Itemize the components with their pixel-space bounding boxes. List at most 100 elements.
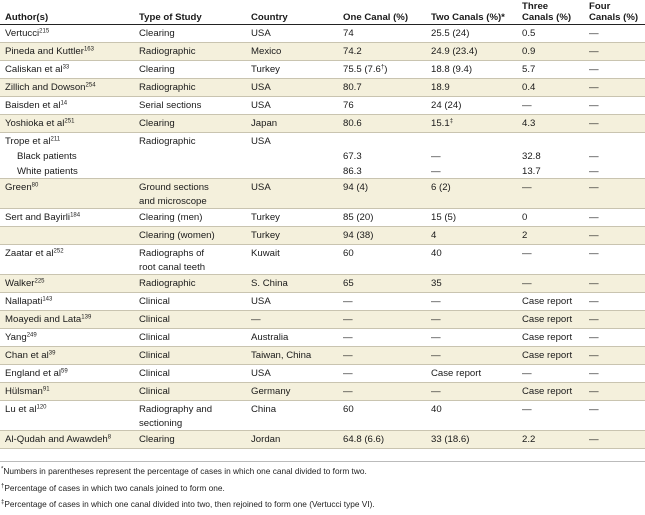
four-value: — — [589, 275, 641, 290]
footnote-2-text: Percentage of cases in which two canals … — [4, 482, 225, 493]
cell-author: Yoshioka et al251 — [0, 114, 134, 133]
author-line-text: Baisden et al — [5, 100, 61, 111]
table-row: Hülsman91 Clinical Germany — — Case report — — [0, 382, 645, 401]
author-line-text: Trope et al — [5, 136, 51, 147]
four-value: — — [589, 365, 641, 380]
cell-type: Radiographic — [134, 274, 246, 293]
cell-type: Clearing — [134, 60, 246, 79]
cell-two: 18.9 — [426, 78, 517, 97]
reference-number: 139 — [81, 314, 92, 321]
subgroup-label-text: White patients — [17, 166, 78, 177]
country-line: Jordan — [251, 431, 334, 446]
two-value: 35 — [431, 275, 513, 290]
cell-two: 24.9 (23.4) — [426, 42, 517, 61]
cell-three: Case report — [517, 346, 584, 365]
cell-four: — — [584, 24, 645, 43]
cell-three: 0.4 — [517, 78, 584, 97]
cell-four: — — [584, 310, 645, 329]
country-line: USA — [251, 365, 334, 380]
cell-author: Nallapati143 — [0, 292, 134, 311]
type-line-text: Clinical — [139, 332, 170, 343]
cell-one: 65 — [338, 274, 426, 293]
cell-country: Jordan — [246, 430, 338, 449]
reference-number: 39 — [48, 350, 56, 357]
author-line-text: Pineda and Kuttler — [5, 46, 84, 57]
one-value — [343, 133, 422, 148]
cell-three: 0.5 — [517, 24, 584, 43]
subgroup-four-value-text: — — [589, 166, 599, 177]
cell-four: — — [584, 400, 645, 431]
table-row: Vertucci215 Clearing USA 74 25.5 (24) 0.5 — — [0, 24, 645, 43]
three-value: 5.7 — [522, 61, 580, 76]
one-value: — — [343, 383, 422, 398]
subgroup-four-value: — — [589, 148, 641, 163]
three-value-text: — — [522, 100, 532, 111]
table-row: Sert and Bayirli184 Clearing (men) Turkey 8… — [0, 208, 645, 227]
subgroup-one-value-text: 67.3 — [343, 151, 362, 162]
cell-author: Caliskan et al33 — [0, 60, 134, 79]
type-line-text: Radiographs of — [139, 248, 205, 259]
reference-number: 211 — [50, 136, 61, 143]
footnote-2: †Percentage of cases in which two canals… — [0, 480, 645, 497]
footnote-3-text: Percentage of cases in which one canal d… — [4, 499, 375, 509]
country-line: — — [251, 311, 334, 326]
two-value: 15 (5) — [431, 209, 513, 224]
author-line: Green80 — [5, 179, 130, 194]
two-value-text: 15.1 — [431, 118, 450, 129]
cell-one: 74 — [338, 24, 426, 43]
cell-three: 5.7 — [517, 60, 584, 79]
cell-one: 80.7 — [338, 78, 426, 97]
author-line-text: Caliskan et al — [5, 64, 63, 75]
cell-type: Clinical — [134, 310, 246, 329]
four-value: — — [589, 401, 641, 416]
one-value: 94 (4) — [343, 179, 422, 194]
country-line: Turkey — [251, 227, 334, 242]
cell-three: 2 — [517, 226, 584, 245]
one-footnote-mark: † — [380, 64, 385, 71]
cell-two: — — [426, 328, 517, 347]
reference-number: 120 — [36, 404, 47, 411]
type-line: Clearing (men) — [139, 209, 242, 224]
three-value: 0.9 — [522, 43, 580, 58]
type-line: Clinical — [139, 293, 242, 308]
two-value-text: 15 (5) — [431, 212, 457, 223]
author-line-text: Vertucci — [5, 28, 40, 39]
table-row: Yang249 Clinical Australia — — Case report — — [0, 328, 645, 347]
type-line-text: Clinical — [139, 296, 170, 307]
type-line: Serial sections — [139, 97, 242, 112]
cell-four: — — [584, 42, 645, 61]
one-value-text: 85 (20) — [343, 212, 374, 223]
type-line-2: root canal teeth — [139, 260, 242, 274]
reference-number: 225 — [34, 278, 45, 285]
cell-three: 0.9 — [517, 42, 584, 61]
header-one-canal: One Canal (%) — [338, 0, 426, 25]
subgroup-three-value-text: 32.8 — [522, 151, 541, 162]
cell-author: Trope et al211 Black patients White patien… — [0, 132, 134, 179]
two-value-text: — — [431, 350, 441, 361]
cell-four: — — [584, 208, 645, 227]
three-value-text: Case report — [522, 350, 573, 361]
cell-author: Lu et al120 — [0, 400, 134, 431]
four-value-text: — — [589, 64, 599, 75]
one-value-text: 75.5 (7.6 — [343, 64, 381, 75]
reference-number: 184 — [70, 212, 81, 219]
reference-number: 215 — [39, 28, 50, 35]
cell-two: 15 (5) — [426, 208, 517, 227]
author-line: Vertucci215 — [5, 25, 130, 40]
one-value: 60 — [343, 245, 422, 260]
one-value: 75.5 (7.6†) — [343, 61, 422, 76]
cell-one: 85 (20) — [338, 208, 426, 227]
cell-country: USA — [246, 96, 338, 115]
four-value: — — [589, 245, 641, 260]
one-value-text: — — [343, 332, 353, 343]
country-line-text: Turkey — [251, 230, 280, 241]
two-value-text: 4 — [431, 230, 437, 241]
three-value: Case report — [522, 347, 580, 362]
three-value-text: Case report — [522, 386, 573, 397]
two-value: 4 — [431, 227, 513, 242]
cell-type: Ground sections and microscope — [134, 178, 246, 209]
cell-four: — — [584, 226, 645, 245]
type-line-text: Clearing (men) — [139, 212, 203, 223]
country-line-text: USA — [251, 28, 271, 39]
one-value-text: — — [343, 368, 353, 379]
